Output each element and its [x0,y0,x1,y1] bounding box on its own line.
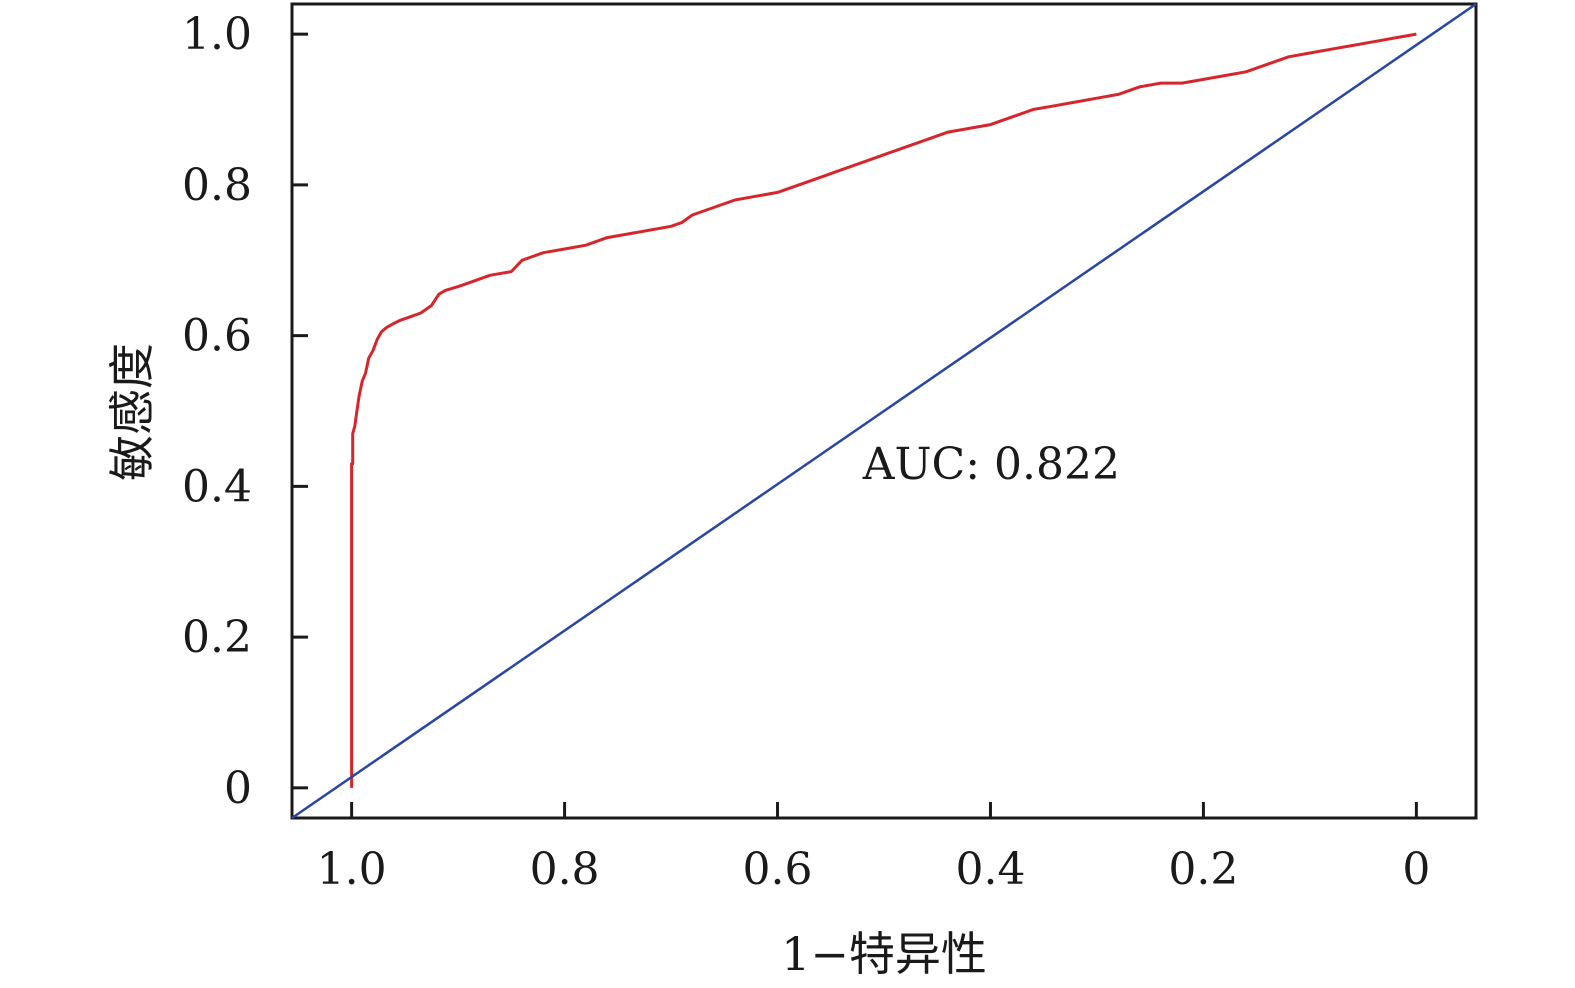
y-tick-label: 0.2 [182,612,252,663]
x-axis-title: 1−特异性 [781,927,987,981]
x-tick-label: 0.4 [955,844,1025,895]
plot-frame [290,2,1478,820]
y-tick-label: 0 [224,763,252,814]
x-axis-ticks: 1.0 0.8 0.6 0.4 0.2 0 [317,802,1430,895]
y-tick-label: 0.6 [182,311,252,362]
auc-annotation: AUC: 0.822 [862,439,1120,490]
y-tick-label: 0.4 [182,461,252,512]
x-tick-label: 0 [1402,844,1430,895]
x-tick-label: 1.0 [317,844,387,895]
y-axis-title: 敏感度 [105,343,159,481]
series-layer [291,2,1477,820]
x-tick-label: 0.8 [530,844,600,895]
y-axis-ticks: 0 0.2 0.4 0.6 0.8 1.0 [182,9,308,814]
x-tick-label: 0.6 [743,844,813,895]
reference-diagonal [291,2,1477,820]
y-tick-label: 1.0 [182,9,252,60]
roc-curve [350,32,1417,788]
x-tick-label: 0.2 [1168,844,1238,895]
y-tick-label: 0.8 [182,160,252,211]
